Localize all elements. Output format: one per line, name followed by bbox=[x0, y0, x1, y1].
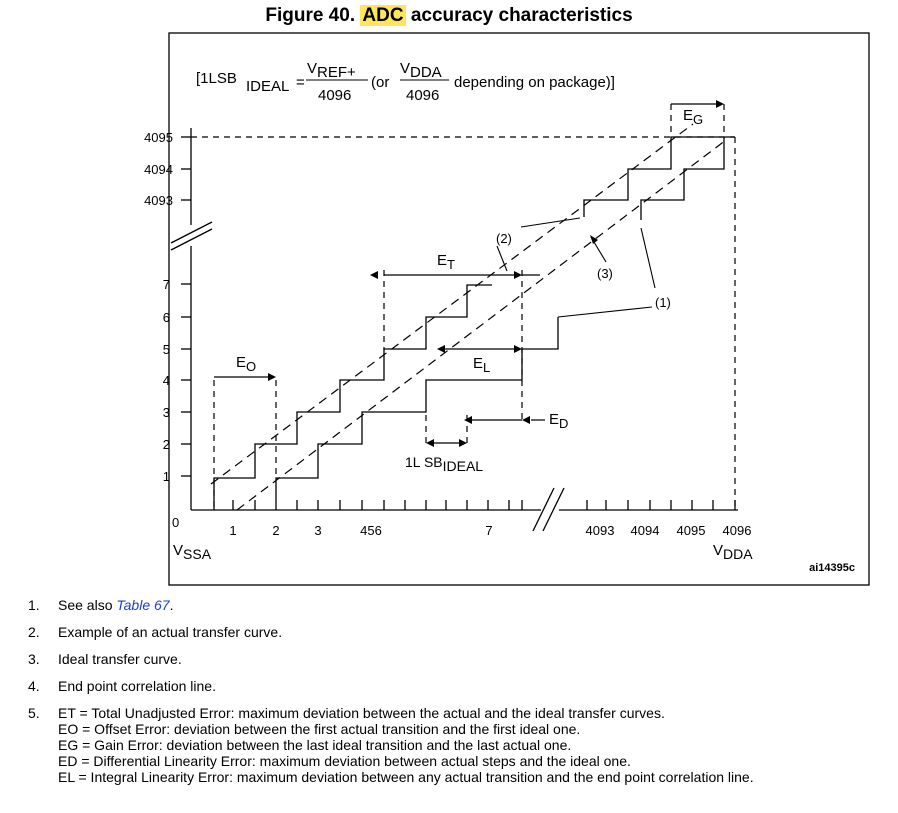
origin-label: 0 bbox=[172, 515, 179, 530]
x-tick-label: 4093 bbox=[586, 523, 615, 538]
y-tick-label: 4094 bbox=[144, 162, 173, 177]
callout-2: (2) bbox=[496, 231, 512, 246]
formula-den2: 4096 bbox=[406, 87, 439, 104]
figure-label: Figure 40. bbox=[265, 5, 356, 26]
total-error-label: ET bbox=[437, 252, 455, 272]
x-tick-label: 4094 bbox=[631, 523, 660, 538]
y-tick-label: 7 bbox=[163, 277, 170, 292]
formula-ideal-sub: IDEAL bbox=[246, 78, 289, 95]
note-number: 2. bbox=[28, 624, 40, 640]
ideal-curve-arrowhead bbox=[590, 235, 598, 244]
formula-den1: 4096 bbox=[318, 87, 351, 104]
y-tick-label: 6 bbox=[163, 310, 170, 325]
note-line-ed: ED = Differential Linearity Error: maxim… bbox=[58, 753, 631, 769]
y-tick-label: 4 bbox=[163, 373, 170, 388]
formula-num2: VDDA bbox=[400, 60, 442, 81]
adc-accuracy-diagram: [1LSB IDEAL = VREF+ 4096 (or VDDA 4096 d… bbox=[144, 32, 870, 586]
error-labels: EO ET EL ED EG 1L SBIDEAL bbox=[236, 107, 703, 474]
note-item: 5. ET = Total Unadjusted Error: maximum … bbox=[28, 705, 888, 785]
y-tick-label: 3 bbox=[163, 405, 170, 420]
note-line-eg: EG = Gain Error: deviation between the l… bbox=[58, 737, 572, 753]
note-text: See also bbox=[58, 597, 117, 613]
arrowheads bbox=[268, 100, 724, 447]
note-line-et: ET = Total Unadjusted Error: maximum dev… bbox=[58, 705, 665, 721]
x-tick-label: 7 bbox=[485, 523, 492, 538]
note-item: 1. See also Table 67. bbox=[28, 597, 888, 613]
note-item: 2. Example of an actual transfer curve. bbox=[28, 624, 888, 640]
formula-equals: = bbox=[296, 74, 305, 91]
vssa-label: VSSA bbox=[173, 542, 212, 562]
note-number: 1. bbox=[28, 597, 40, 613]
formula-open: [1LSB bbox=[196, 70, 237, 87]
ideal-transfer-curve bbox=[213, 284, 492, 500]
y-tick-label: 2 bbox=[163, 437, 170, 452]
formula-or: (or bbox=[371, 74, 389, 91]
y-axis bbox=[170, 128, 213, 510]
callout-1: (1) bbox=[655, 295, 671, 310]
y-tick-label: 5 bbox=[163, 342, 170, 357]
callout-leaders bbox=[496, 217, 656, 318]
note-number: 4. bbox=[28, 678, 40, 694]
y-tick-label: 1 bbox=[163, 469, 170, 484]
note-item: 4. End point correlation line. bbox=[28, 678, 888, 694]
reference-code: ai14395c bbox=[809, 562, 855, 574]
figure-frame bbox=[168, 32, 870, 586]
offset-error-label: EO bbox=[236, 354, 256, 374]
note-item: 3. Ideal transfer curve. bbox=[28, 651, 888, 667]
table-67-link[interactable]: Table 67 bbox=[116, 597, 170, 613]
y-tick-labels: 4095 4094 4093 7 6 5 4 3 2 1 0 bbox=[144, 130, 179, 530]
x-tick-labels: 1 2 3 456 7 4093 4094 4095 4096 VSSA VDD… bbox=[173, 523, 855, 574]
x-tick-label: 3 bbox=[314, 523, 321, 538]
highlighted-term: ADC bbox=[360, 5, 406, 26]
x-tick-label: 2 bbox=[272, 523, 279, 538]
x-tick-label: 456 bbox=[360, 523, 382, 538]
y-tick-label: 4095 bbox=[144, 130, 173, 145]
x-tick-label: 4095 bbox=[677, 523, 706, 538]
end-point-correlation-line bbox=[236, 139, 727, 511]
dashed-guides bbox=[191, 104, 736, 510]
figure-title-rest: accuracy characteristics bbox=[410, 5, 633, 26]
actual-transfer-curve bbox=[275, 317, 559, 500]
note-line-eo: EO = Offset Error: deviation between the… bbox=[58, 721, 581, 737]
ideal-curve-upper bbox=[583, 136, 735, 217]
figure-title: Figure 40. ADC accuracy characteristics bbox=[0, 5, 898, 27]
lsb-formula: [1LSB IDEAL = VREF+ 4096 (or VDDA 4096 d… bbox=[196, 60, 615, 104]
error-arrows bbox=[214, 103, 718, 444]
integral-linearity-label: EL bbox=[473, 355, 490, 375]
note-text: Ideal transfer curve. bbox=[58, 651, 182, 667]
note-text: End point correlation line. bbox=[58, 678, 216, 694]
ideal-transfer-line bbox=[210, 123, 694, 485]
note-line-el: EL = Integral Linearity Error: maximum d… bbox=[58, 769, 754, 785]
figure-notes: 1. See also Table 67. 2. Example of an a… bbox=[28, 597, 888, 796]
actual-curve-upper bbox=[640, 137, 725, 220]
one-lsb-ideal-label: 1L SBIDEAL bbox=[405, 454, 483, 474]
gain-error-label: EG bbox=[683, 107, 703, 127]
note-text: Example of an actual transfer curve. bbox=[58, 624, 283, 640]
y-tick-label: 4093 bbox=[144, 193, 173, 208]
note-text-end: . bbox=[169, 597, 174, 613]
differential-linearity-label: ED bbox=[549, 411, 568, 431]
x-tick-label: 4096 bbox=[723, 523, 752, 538]
formula-num1: VREF+ bbox=[307, 60, 356, 81]
x-axis bbox=[191, 487, 738, 532]
callout-3: (3) bbox=[597, 266, 613, 281]
formula-tail: depending on package)] bbox=[454, 74, 615, 91]
x-tick-label: 1 bbox=[229, 523, 236, 538]
note-number: 3. bbox=[28, 651, 40, 667]
note-number: 5. bbox=[28, 705, 40, 721]
vdda-label: VDDA bbox=[713, 542, 753, 562]
